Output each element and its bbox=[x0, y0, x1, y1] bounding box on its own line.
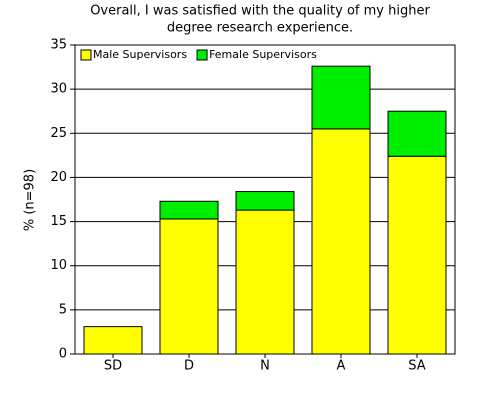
plot-frame bbox=[74, 44, 456, 355]
legend-label: Male Supervisors bbox=[93, 48, 187, 61]
bar-segment bbox=[311, 128, 371, 355]
y-tick-label: 35 bbox=[50, 38, 67, 53]
bar-segment bbox=[159, 218, 219, 355]
y-tick-label: 15 bbox=[50, 214, 67, 229]
x-tick-label: N bbox=[260, 359, 270, 374]
y-tick-label: 30 bbox=[50, 82, 67, 97]
legend-swatch bbox=[80, 49, 92, 61]
y-axis-label: % (n=98) bbox=[23, 169, 38, 231]
x-tick-label: SA bbox=[408, 359, 425, 374]
bar-segment bbox=[159, 200, 219, 220]
chart-title: Overall, I was satisfied with the qualit… bbox=[90, 4, 430, 19]
y-tick-label: 20 bbox=[50, 170, 67, 185]
chart-title: degree research experience. bbox=[167, 21, 353, 36]
legend-swatch bbox=[196, 49, 208, 61]
bar-segment bbox=[235, 209, 295, 355]
y-tick-label: 5 bbox=[59, 302, 67, 317]
legend-label: Female Supervisors bbox=[209, 48, 317, 61]
y-tick-label: 25 bbox=[50, 126, 67, 141]
y-tick-label: 10 bbox=[50, 258, 67, 273]
x-tick-label: SD bbox=[104, 359, 122, 374]
bar-segment bbox=[235, 191, 295, 211]
bar-segment bbox=[83, 326, 143, 355]
x-tick-label: D bbox=[184, 359, 194, 374]
x-tick-label: A bbox=[337, 359, 346, 374]
y-tick-label: 0 bbox=[59, 347, 67, 362]
bar-segment bbox=[387, 155, 447, 355]
bar-segment bbox=[311, 65, 371, 130]
bar-segment bbox=[387, 110, 447, 157]
